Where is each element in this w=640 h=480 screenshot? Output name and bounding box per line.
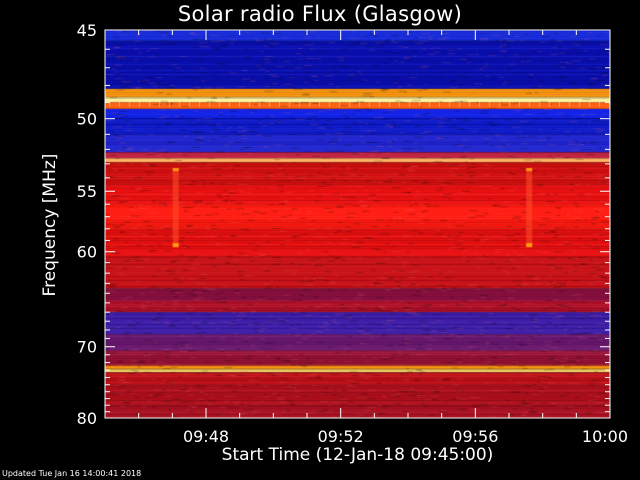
x-axis-label: Start Time (12-Jan-18 09:45:00) [221,445,494,465]
y-tick-label: 55 [77,182,97,201]
y-axis-label: Frequency [MHz] [40,153,60,297]
x-tick-label: 09:52 [318,427,364,446]
x-tick-label: 09:56 [452,427,498,446]
y-tick-label: 45 [77,21,97,40]
x-tick-label: 09:48 [183,427,229,446]
updated-timestamp: Updated Tue Jan 16 14:00:41 2018 [2,469,142,478]
y-tick-label: 80 [77,409,97,428]
y-tick-label: 70 [77,338,97,357]
chart-title: Solar radio Flux (Glasgow) [177,2,463,26]
y-tick-label: 60 [77,243,97,262]
x-tick-label: 10:00 [582,427,628,446]
plot-frame [104,29,611,419]
plot-area: 45 50 55 60 70 80 09:48 09:52 09:56 10:00 [77,21,628,446]
y-tick-label: 50 [77,110,97,129]
spectrogram-heatmap [105,30,610,418]
